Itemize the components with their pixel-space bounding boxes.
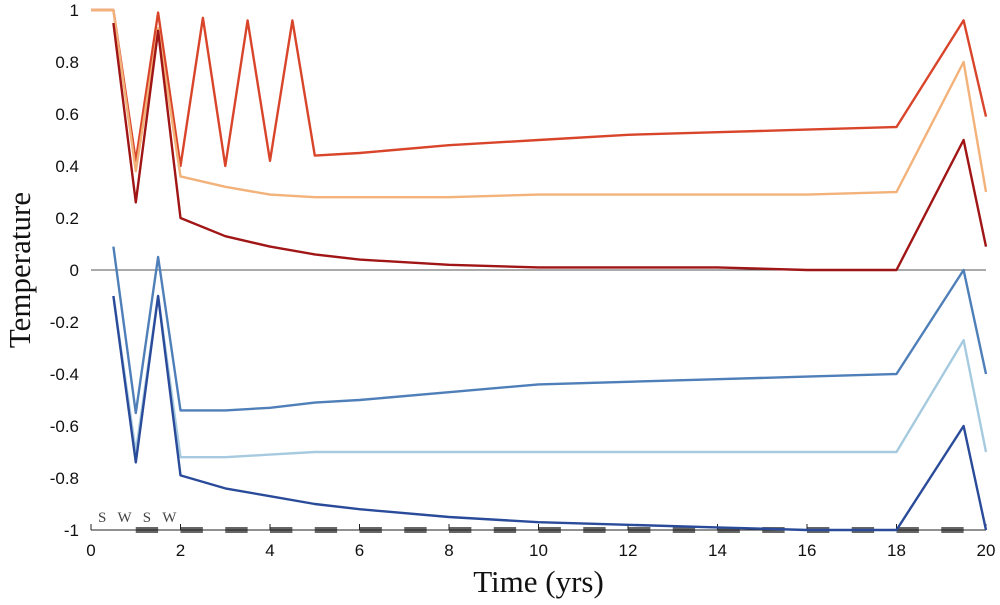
x-tick-label: 10 xyxy=(529,541,548,560)
series-line-warm-lower xyxy=(112,22,988,272)
series-line-cool-upper xyxy=(112,246,988,415)
y-tick-label: -0.4 xyxy=(50,365,79,384)
season-label: W xyxy=(117,510,132,526)
x-axis-title: Time (yrs) xyxy=(473,564,604,599)
x-tick-label: 4 xyxy=(265,541,274,560)
x-tick-label: 20 xyxy=(977,541,996,560)
season-label: S xyxy=(143,510,151,526)
x-tick-label: 16 xyxy=(798,541,817,560)
x-tick-label: 6 xyxy=(355,541,364,560)
series-line-warm-upper xyxy=(91,8,988,168)
y-tick-label: 0.2 xyxy=(55,209,79,228)
season-label: S xyxy=(98,510,106,526)
series-lines xyxy=(91,8,988,532)
x-tick-label: 12 xyxy=(619,541,638,560)
y-tick-label: 0.8 xyxy=(55,53,79,72)
y-tick-label: 0.4 xyxy=(55,157,79,176)
y-tick-label: -0.6 xyxy=(50,417,79,436)
x-tick-label: 0 xyxy=(86,541,95,560)
y-axis-title: Temperature xyxy=(2,192,37,348)
y-tick-label: 0.6 xyxy=(55,105,79,124)
y-tick-label: 0 xyxy=(70,261,79,280)
x-tick-label: 14 xyxy=(708,541,727,560)
x-tick-label: 2 xyxy=(176,541,185,560)
y-tick-label: -0.8 xyxy=(50,469,79,488)
y-tick-label: -1 xyxy=(64,521,79,540)
x-tick-label: 8 xyxy=(444,541,453,560)
y-tick-label: -0.2 xyxy=(50,313,79,332)
y-tick-label: 1 xyxy=(70,1,79,20)
series-line-warm-middle xyxy=(91,8,988,199)
x-tick-label: 18 xyxy=(887,541,906,560)
series-line-cool-lower xyxy=(112,294,988,532)
season-label: W xyxy=(162,510,177,526)
tick-labels: 0 2 4 6 8 10 12 14 16 18 20 1 0.8 0.6 0.4 0.2 0 -0.2 -0.4 -… xyxy=(50,1,996,560)
